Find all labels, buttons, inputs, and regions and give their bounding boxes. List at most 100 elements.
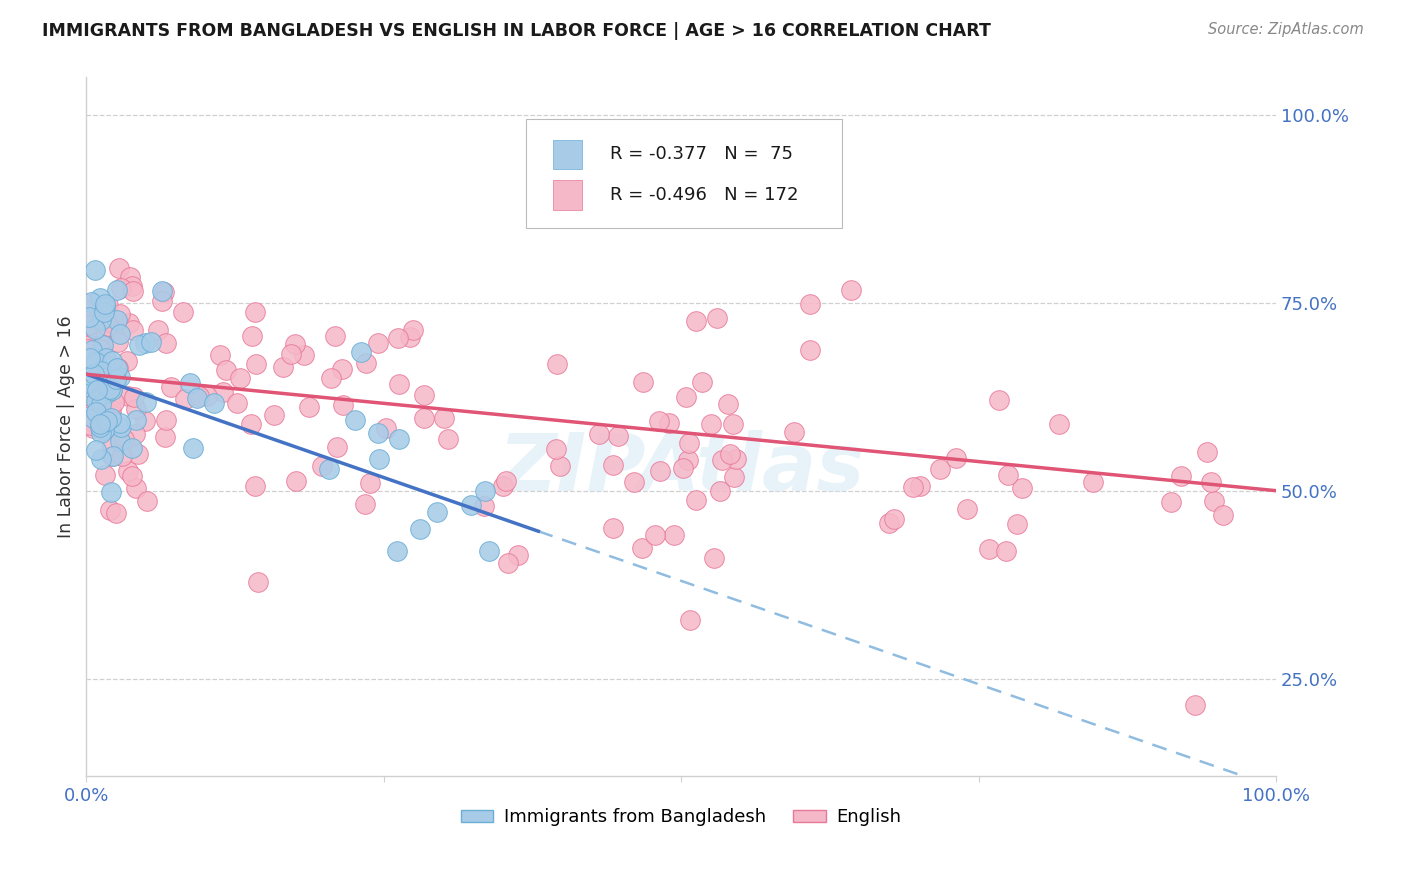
Point — [82, 410, 104, 425]
Point — [105, 360, 128, 375]
Point — [84, 262, 107, 277]
Point — [121, 279, 143, 293]
Point — [229, 371, 252, 385]
Point — [388, 432, 411, 446]
Point — [409, 522, 432, 536]
Point — [146, 323, 169, 337]
Point — [98, 503, 121, 517]
Point — [997, 468, 1019, 483]
Point — [153, 430, 176, 444]
Point — [105, 284, 128, 298]
Point — [93, 337, 115, 351]
Point — [359, 475, 381, 490]
Point — [1184, 698, 1206, 712]
Point — [110, 327, 132, 342]
Point — [631, 541, 654, 555]
Point — [1005, 517, 1028, 532]
Point — [90, 313, 112, 327]
Text: R = -0.496   N = 172: R = -0.496 N = 172 — [610, 186, 799, 204]
Point — [841, 283, 863, 297]
Point — [928, 462, 950, 476]
Point — [1195, 445, 1218, 459]
Point — [136, 493, 159, 508]
Point — [77, 329, 100, 343]
Point — [100, 383, 122, 397]
Point — [326, 441, 349, 455]
Point — [112, 432, 135, 446]
Point — [474, 500, 496, 514]
Point — [367, 336, 389, 351]
Point — [105, 372, 128, 386]
Point — [100, 383, 122, 397]
Point — [108, 260, 131, 275]
Point — [607, 429, 630, 443]
Point — [108, 434, 131, 448]
Point — [172, 305, 194, 319]
Point — [89, 342, 111, 356]
Point — [94, 355, 117, 369]
Point — [80, 310, 103, 324]
Point — [799, 343, 821, 357]
Point — [412, 410, 434, 425]
Point — [110, 419, 132, 434]
Point — [84, 442, 107, 457]
Point — [354, 498, 377, 512]
Point — [100, 485, 122, 500]
Point — [90, 397, 112, 411]
Point — [676, 452, 699, 467]
Point — [86, 355, 108, 369]
Point — [685, 314, 707, 328]
Point — [76, 330, 98, 344]
Point — [186, 392, 208, 406]
Point — [987, 393, 1010, 408]
FancyBboxPatch shape — [553, 140, 582, 169]
Point — [245, 357, 267, 371]
Point — [994, 544, 1017, 558]
Point — [412, 387, 434, 401]
Point — [155, 412, 177, 426]
Point — [1170, 468, 1192, 483]
FancyBboxPatch shape — [526, 120, 842, 227]
Point — [79, 391, 101, 405]
Point — [492, 479, 515, 493]
Point — [79, 351, 101, 366]
Point — [100, 410, 122, 425]
Legend: Immigrants from Bangladesh, English: Immigrants from Bangladesh, English — [454, 801, 908, 833]
Point — [426, 505, 449, 519]
Point — [208, 349, 231, 363]
Point — [478, 543, 501, 558]
Point — [86, 383, 108, 397]
Point — [125, 481, 148, 495]
Point — [77, 318, 100, 333]
Point — [648, 414, 671, 428]
Point — [124, 426, 146, 441]
Point — [117, 464, 139, 478]
Point — [101, 383, 124, 397]
Point — [723, 469, 745, 483]
Point — [298, 400, 321, 414]
Point — [703, 550, 725, 565]
Point — [97, 298, 120, 312]
Point — [89, 381, 111, 395]
Point — [662, 527, 685, 541]
Point — [125, 402, 148, 417]
Point — [121, 468, 143, 483]
Point — [94, 417, 117, 431]
Point — [883, 512, 905, 526]
Point — [195, 389, 218, 403]
Point — [93, 301, 115, 315]
Point — [110, 281, 132, 295]
Point — [107, 361, 129, 376]
Point — [122, 284, 145, 298]
Point — [956, 502, 979, 516]
Point — [111, 449, 134, 463]
Point — [100, 322, 122, 336]
Point — [323, 329, 346, 343]
Point — [280, 347, 302, 361]
Point — [284, 337, 307, 351]
Point — [108, 416, 131, 430]
Point — [692, 375, 714, 389]
Point — [93, 305, 115, 319]
Point — [108, 307, 131, 321]
Point — [685, 492, 707, 507]
